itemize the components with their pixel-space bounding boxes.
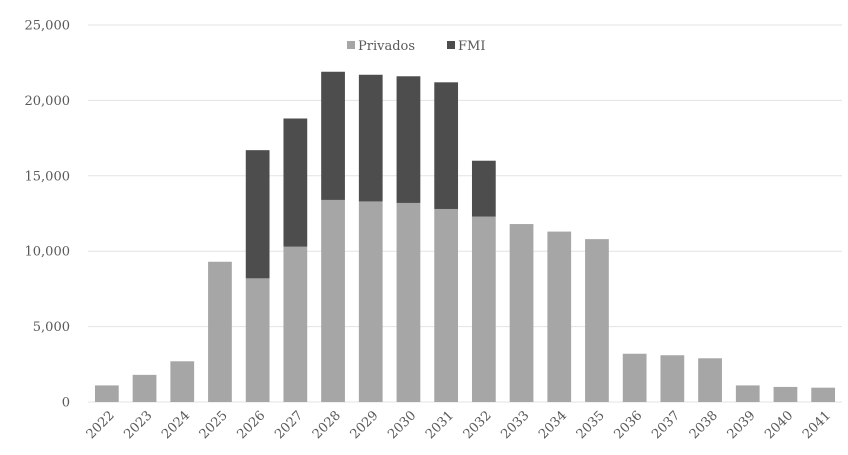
bar-privados-2022 [94,385,119,402]
x-tick-label: 2041 [800,408,834,442]
bar-privados-2034 [547,231,572,402]
x-tick-label: 2031 [423,408,457,442]
x-tick-label: 2026 [234,408,268,442]
bar-privados-2040 [773,386,798,402]
bar-privados-2027 [283,246,308,402]
bar-privados-2024 [170,361,195,402]
x-tick-label: 2032 [461,408,495,442]
bar-privados-2023 [132,374,157,402]
x-tick-label: 2040 [762,408,796,442]
legend-swatch-fmi [447,41,455,49]
bar-privados-2030 [396,202,421,402]
bar-fmi-2028 [321,71,345,200]
x-tick-label: 2038 [687,408,721,442]
x-tick-label: 2033 [498,408,532,442]
y-tick-label: 25,000 [25,19,71,34]
gridlines [88,24,842,403]
bar-privados-2031 [434,208,459,402]
x-tick-label: 2028 [310,408,344,442]
x-tick-label: 2029 [348,408,382,442]
y-tick-label: 20,000 [25,94,71,109]
bar-privados-2026 [245,278,270,402]
y-tick-label: 0 [62,396,70,411]
bar-privados-2032 [471,216,496,402]
x-tick-label: 2025 [197,408,231,442]
bar-privados-2039 [735,385,760,402]
x-tick-label: 2022 [84,408,118,442]
x-axis-ticks: 2022 2023 2024 2025 2026 2027 2028 2029 2030 2031… [84,408,834,442]
x-tick-label: 2023 [121,408,155,442]
bar-fmi-2027 [283,118,308,247]
y-axis-ticks: 0 5,000 10,000 15,000 20,000 25,000 [25,19,71,411]
x-tick-label: 2036 [611,408,645,442]
legend-swatch-privados [347,41,355,49]
y-tick-label: 5,000 [33,320,70,335]
bars [94,71,836,402]
bar-privados-2038 [698,358,722,402]
bar-privados-2035 [585,239,609,402]
bar-fmi-2032 [471,160,496,217]
bar-fmi-2030 [396,76,421,203]
bar-privados-2041 [811,387,836,402]
bar-privados-2028 [321,199,345,402]
x-tick-label: 2024 [159,408,193,442]
bar-privados-2029 [358,201,383,402]
y-tick-label: 15,000 [25,169,71,184]
bar-fmi-2026 [245,150,270,279]
x-tick-label: 2034 [536,408,570,442]
x-tick-label: 2037 [649,408,683,442]
bar-privados-2037 [660,355,685,402]
x-tick-label: 2039 [725,408,759,442]
y-tick-label: 10,000 [25,245,71,260]
legend-label-privados: Privados [358,39,415,54]
legend: Privados FMI [347,39,485,54]
x-tick-label: 2027 [272,408,306,442]
x-tick-label: 2030 [385,408,419,442]
bar-privados-2036 [622,353,647,402]
bar-privados-2033 [509,224,534,402]
bar-fmi-2031 [434,82,459,209]
bar-privados-2025 [208,261,232,402]
legend-label-fmi: FMI [458,39,485,54]
x-tick-label: 2035 [574,408,608,442]
bar-fmi-2029 [358,74,383,202]
